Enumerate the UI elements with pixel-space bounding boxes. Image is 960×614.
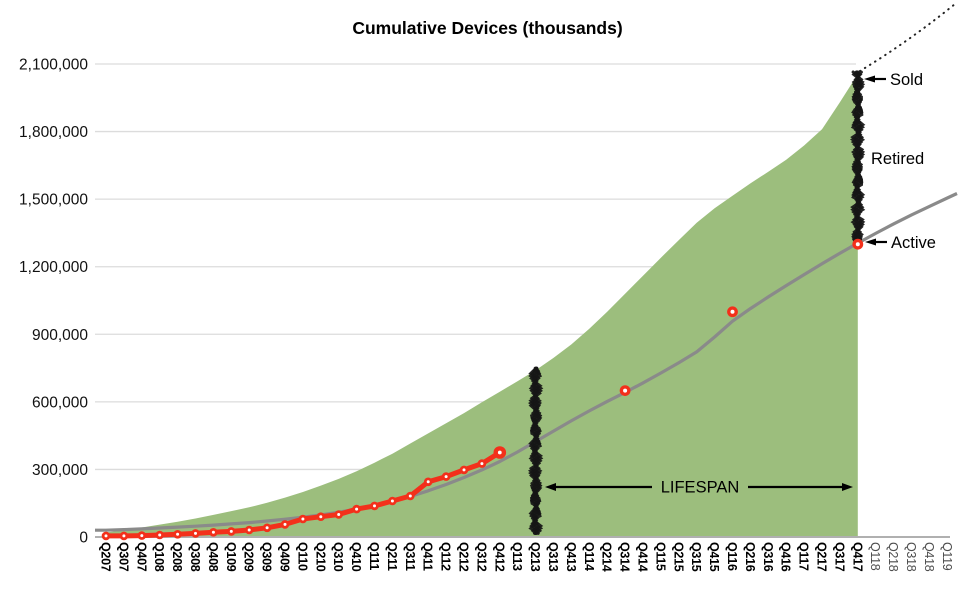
x-tick-label: Q310 bbox=[331, 542, 345, 572]
x-tick-label: Q417 bbox=[850, 542, 864, 572]
x-tick-label: Q307 bbox=[116, 542, 130, 572]
x-tick-label: Q211 bbox=[385, 542, 399, 571]
x-tick-label: Q110 bbox=[295, 542, 309, 571]
active-label: Active bbox=[891, 234, 936, 252]
y-tick-label: 1,200,000 bbox=[19, 259, 88, 276]
reported-marker-center bbox=[497, 450, 502, 455]
y-tick-label: 2,100,000 bbox=[19, 57, 88, 74]
reported-marker-center bbox=[122, 534, 126, 538]
x-tick-label: Q212 bbox=[457, 542, 471, 572]
x-tick-label: Q114 bbox=[582, 542, 596, 571]
reported-marker-center bbox=[247, 528, 251, 532]
y-tick-label: 1,500,000 bbox=[19, 192, 88, 209]
reported-marker-center bbox=[176, 532, 180, 536]
reported-marker-center bbox=[283, 522, 287, 526]
reported-marker-center bbox=[444, 475, 448, 479]
milestone-dot-center bbox=[623, 388, 628, 393]
x-tick-label: Q113 bbox=[510, 542, 524, 571]
x-tick-label: Q210 bbox=[313, 542, 327, 572]
reported-marker-center bbox=[462, 468, 466, 472]
x-tick-label: Q115 bbox=[653, 542, 667, 571]
reported-marker-center bbox=[480, 462, 484, 466]
reported-marker-center bbox=[265, 526, 269, 530]
x-tick-label: Q311 bbox=[403, 542, 417, 571]
y-tick-label: 0 bbox=[79, 530, 88, 547]
x-tick-label: Q312 bbox=[474, 542, 488, 572]
reported-marker-center bbox=[211, 530, 215, 534]
x-tick-label: Q407 bbox=[134, 542, 148, 572]
reported-marker-center bbox=[158, 533, 162, 537]
x-tick-label: Q309 bbox=[260, 542, 274, 572]
x-tick-label: Q318 bbox=[904, 542, 918, 572]
chart-title: Cumulative Devices (thousands) bbox=[352, 18, 623, 38]
milestone-dot-center bbox=[730, 309, 735, 314]
retired-label: Retired bbox=[871, 150, 924, 168]
reported-marker-center bbox=[355, 507, 359, 511]
x-tick-label: Q416 bbox=[779, 542, 793, 572]
lifespan-label: LIFESPAN bbox=[661, 479, 740, 497]
active-line bbox=[95, 192, 958, 532]
x-tick-label: Q411 bbox=[421, 542, 435, 571]
reported-marker-center bbox=[104, 534, 108, 538]
x-tick-label: Q109 bbox=[224, 542, 238, 572]
x-tick-label: Q119 bbox=[940, 542, 954, 571]
x-tick-label: Q112 bbox=[439, 542, 453, 571]
y-tick-label: 1,800,000 bbox=[19, 124, 88, 141]
x-tick-label: Q308 bbox=[188, 542, 202, 572]
x-tick-label: Q214 bbox=[600, 542, 614, 572]
reported-marker-center bbox=[390, 499, 394, 503]
x-tick-label: Q116 bbox=[725, 542, 739, 571]
y-tick-label: 300,000 bbox=[32, 462, 88, 479]
active-arrowhead bbox=[865, 238, 876, 246]
reported-marker-center bbox=[229, 529, 233, 533]
sold-arrowhead bbox=[864, 75, 875, 83]
x-tick-label: Q412 bbox=[492, 542, 506, 572]
sold-label: Sold bbox=[890, 71, 923, 89]
retired-scribble-bar bbox=[527, 366, 544, 535]
x-tick-label: Q415 bbox=[707, 542, 721, 572]
retired-scribble-bar bbox=[849, 70, 866, 244]
x-tick-label: Q408 bbox=[206, 542, 220, 572]
reported-marker-center bbox=[319, 515, 323, 519]
x-tick-label: Q413 bbox=[564, 542, 578, 572]
x-tick-label: Q218 bbox=[886, 542, 900, 572]
reported-marker-center bbox=[408, 494, 412, 498]
x-tick-label: Q414 bbox=[636, 542, 650, 572]
reported-marker-center bbox=[337, 513, 341, 516]
x-tick-label: Q111 bbox=[367, 542, 381, 570]
milestone-dot-center bbox=[855, 242, 860, 247]
x-tick-label: Q418 bbox=[922, 542, 936, 572]
reported-marker-center bbox=[373, 504, 376, 508]
x-tick-label: Q117 bbox=[797, 542, 811, 571]
x-tick-label: Q409 bbox=[278, 542, 292, 572]
sold-area bbox=[106, 74, 858, 537]
x-tick-label: Q315 bbox=[689, 542, 703, 572]
reported-marker-center bbox=[301, 517, 305, 521]
reported-marker-center bbox=[426, 480, 430, 484]
x-tick-label: Q108 bbox=[152, 542, 166, 572]
reported-marker-center bbox=[140, 534, 144, 538]
x-tick-label: Q215 bbox=[671, 542, 685, 572]
lifespan-arrowhead-right bbox=[842, 483, 853, 491]
x-tick-label: Q217 bbox=[815, 542, 829, 572]
x-tick-label: Q410 bbox=[349, 542, 363, 572]
lifespan-arrowhead-left bbox=[545, 483, 556, 491]
x-tick-label: Q207 bbox=[99, 542, 113, 572]
sold-projection-dotted-line bbox=[858, 2, 957, 73]
x-tick-label: Q118 bbox=[868, 542, 882, 571]
y-tick-label: 600,000 bbox=[32, 394, 88, 411]
x-tick-label: Q313 bbox=[546, 542, 560, 572]
reported-marker-center bbox=[194, 531, 197, 535]
x-tick-label: Q317 bbox=[832, 542, 846, 572]
x-tick-label: Q209 bbox=[242, 542, 256, 572]
x-tick-label: Q314 bbox=[618, 542, 632, 572]
y-tick-label: 900,000 bbox=[32, 327, 88, 344]
x-tick-label: Q316 bbox=[761, 542, 775, 572]
x-tick-label: Q208 bbox=[170, 542, 184, 572]
x-tick-label: Q213 bbox=[528, 542, 542, 572]
x-tick-label: Q216 bbox=[743, 542, 757, 572]
